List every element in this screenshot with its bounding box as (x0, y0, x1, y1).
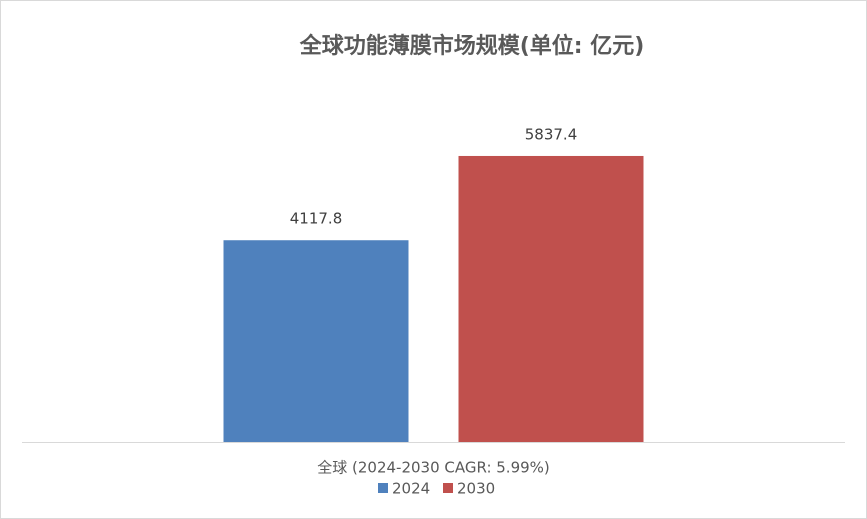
legend-swatch (378, 483, 388, 493)
bar (223, 240, 409, 442)
data-label: 4117.8 (290, 210, 343, 228)
legend-swatch (443, 483, 453, 493)
x-tick-label: 全球 (2024-2030 CAGR: 5.99%) (317, 459, 550, 477)
data-label: 5837.4 (525, 125, 578, 143)
bar (458, 155, 644, 442)
chart-title: 全球功能薄膜市场规模(单位: 亿元) (299, 33, 645, 59)
legend-label: 2030 (457, 480, 495, 498)
legend-label: 2024 (392, 480, 430, 498)
